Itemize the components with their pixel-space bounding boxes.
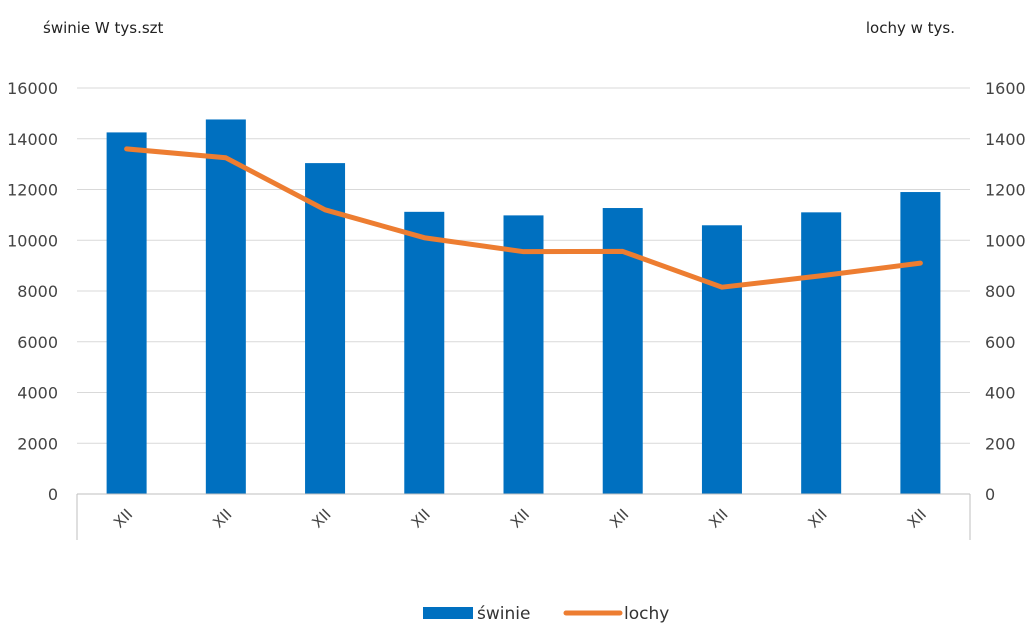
right-tick-label: 400 — [985, 384, 1016, 403]
line-series-lochy — [124, 146, 923, 290]
left-axis-title: świnie W tys.szt — [43, 19, 164, 37]
category-label: XII — [705, 505, 731, 531]
left-tick-label: 16000 — [7, 79, 58, 98]
left-tick-label: 4000 — [17, 384, 58, 403]
category-label: XII — [408, 505, 434, 531]
bar-series-swinie — [106, 119, 941, 495]
axis-labels: świnie W tys.szt lochy w tys. 0200040006… — [7, 19, 1026, 532]
bar — [305, 163, 346, 495]
axes — [76, 493, 971, 540]
category-label: XII — [805, 505, 831, 531]
left-tick-label: 0 — [48, 485, 58, 504]
left-tick-label: 8000 — [17, 282, 58, 301]
left-tick-label: 2000 — [17, 434, 58, 453]
left-tick-label: 10000 — [7, 231, 58, 250]
bar — [701, 225, 742, 494]
category-label: XII — [308, 505, 334, 531]
left-tick-label: 6000 — [17, 333, 58, 352]
bar — [404, 211, 445, 494]
category-label: XII — [110, 505, 136, 531]
legend-swatch-swinie — [423, 607, 473, 619]
right-tick-label: 800 — [985, 282, 1016, 301]
bar — [801, 212, 842, 494]
left-tick-label: 12000 — [7, 181, 58, 200]
legend-label-swinie: świnie — [477, 604, 530, 623]
right-tick-label: 200 — [985, 434, 1016, 453]
right-axis-title: lochy w tys. — [866, 19, 955, 37]
right-tick-label: 1000 — [985, 231, 1026, 250]
right-tick-label: 0 — [985, 485, 995, 504]
category-label: XII — [209, 505, 235, 531]
category-label: XII — [606, 505, 632, 531]
right-tick-label: 1200 — [985, 181, 1026, 200]
bar — [106, 132, 147, 494]
bar — [503, 215, 544, 494]
right-tick-label: 1600 — [985, 79, 1026, 98]
category-label: XII — [904, 505, 930, 531]
bar — [205, 119, 246, 494]
bar — [900, 192, 941, 494]
legend: świnie lochy — [423, 604, 669, 623]
left-tick-label: 14000 — [7, 130, 58, 149]
legend-label-lochy: lochy — [624, 604, 669, 623]
right-tick-label: 1400 — [985, 130, 1026, 149]
category-label: XII — [507, 505, 533, 531]
right-tick-label: 600 — [985, 333, 1016, 352]
